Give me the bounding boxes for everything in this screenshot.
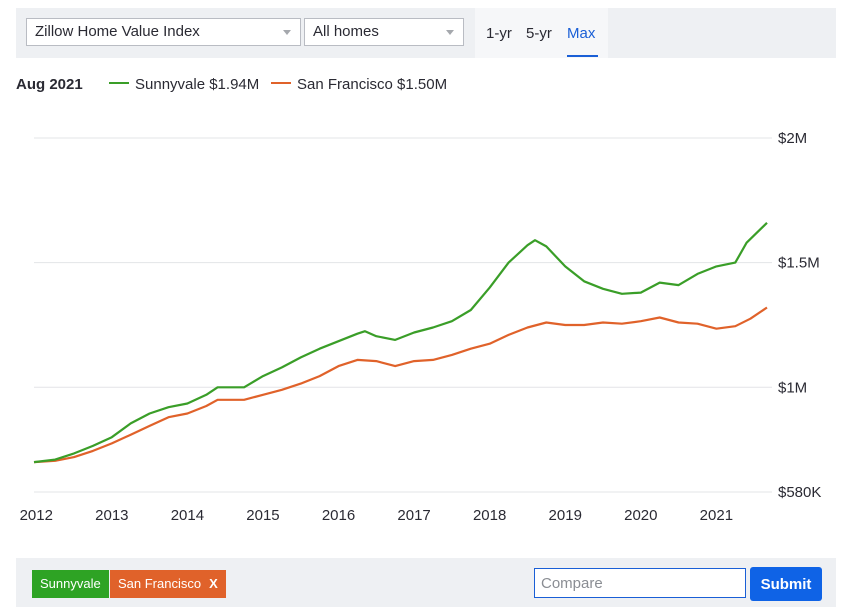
legend-swatch-san-francisco <box>271 82 291 85</box>
range-tab-5yr[interactable]: 5-yr <box>526 25 552 42</box>
chip-label-sunnyvale: Sunnyvale <box>40 576 101 591</box>
submit-button[interactable]: Submit <box>750 567 822 601</box>
y-tick-label-0: $580K <box>778 484 821 501</box>
x-tick-label-7: 2019 <box>549 507 582 524</box>
legend-label-san-francisco: San Francisco $1.50M <box>297 76 448 93</box>
y-tick-label-1: $1M <box>778 379 807 396</box>
x-tick-label-5: 2017 <box>397 507 430 524</box>
home-type-select-value: All homes <box>313 23 379 40</box>
chip-sunnyvale: Sunnyvale <box>32 570 109 598</box>
x-tick-label-1: 2013 <box>95 507 128 524</box>
remove-chip-icon[interactable]: X <box>209 576 218 591</box>
x-tick-label-6: 2018 <box>473 507 506 524</box>
y-tick-label-3: $2M <box>778 130 807 147</box>
chevron-down-icon <box>283 30 291 35</box>
chip-san-francisco: San Francisco X <box>110 570 226 598</box>
x-tick-label-8: 2020 <box>624 507 657 524</box>
legend-swatch-sunnyvale <box>109 82 129 85</box>
y-tick-label-2: $1.5M <box>778 255 820 272</box>
x-tick-label-2: 2014 <box>171 507 204 524</box>
chevron-down-icon <box>446 30 454 35</box>
compare-input[interactable] <box>534 568 746 598</box>
range-tab-1yr[interactable]: 1-yr <box>486 25 512 42</box>
series-line-sunnyvale <box>33 222 768 464</box>
active-range-indicator <box>567 55 598 57</box>
compare-bar: Sunnyvale San Francisco X Submit <box>16 558 836 607</box>
x-tick-label-9: 2021 <box>700 507 733 524</box>
x-tick-label-0: 2012 <box>20 507 53 524</box>
index-select-value: Zillow Home Value Index <box>35 23 200 40</box>
chart-toolbar: Zillow Home Value Index All homes 1-yr 5… <box>16 8 836 58</box>
x-tick-label-3: 2015 <box>246 507 279 524</box>
x-tick-label-4: 2016 <box>322 507 355 524</box>
legend-item-san-francisco: San Francisco $1.50M <box>271 76 447 93</box>
series-line-san-francisco <box>33 306 768 464</box>
range-tabs: 1-yr 5-yr Max <box>475 8 608 58</box>
legend-date: Aug 2021 <box>16 76 83 93</box>
home-type-select[interactable]: All homes <box>304 18 464 46</box>
index-select[interactable]: Zillow Home Value Index <box>26 18 301 46</box>
range-tab-max[interactable]: Max <box>567 25 596 42</box>
legend-label-sunnyvale: Sunnyvale $1.94M <box>135 76 260 93</box>
legend-item-sunnyvale: Sunnyvale $1.94M <box>109 76 259 93</box>
chip-label-san-francisco: San Francisco <box>118 576 202 591</box>
